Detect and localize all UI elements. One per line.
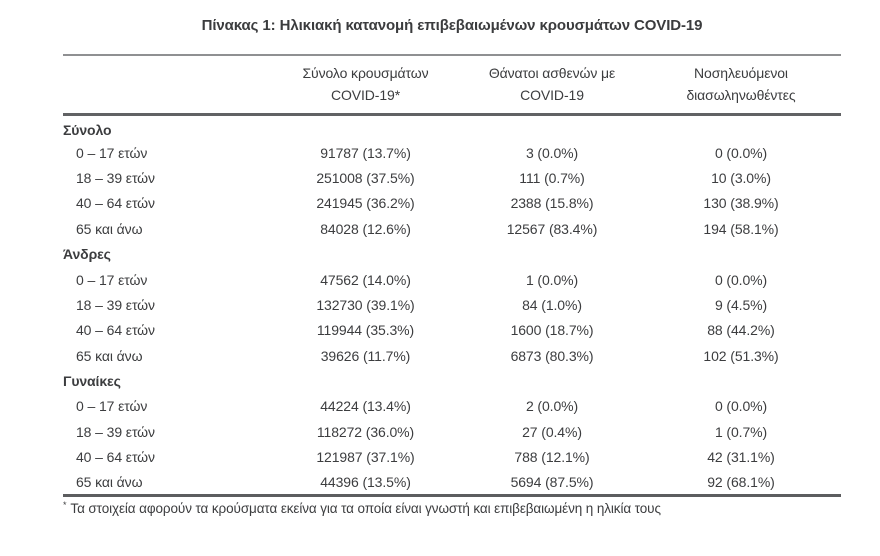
header-intubated-line1: Νοσηλευόμενοι bbox=[694, 65, 788, 81]
cases-value: 121987 (37.1%) bbox=[316, 449, 415, 466]
deaths-value: 84 (1.0%) bbox=[522, 296, 582, 313]
header-row: Σύνολο κρουσμάτων COVID-19* Θάνατοι ασθε… bbox=[63, 55, 841, 116]
table-row: 40 – 64 ετών 241945 (36.2%) 2388 (15.8%)… bbox=[63, 191, 841, 216]
header-intubated-line2: διασωληνωθέντες bbox=[686, 87, 796, 103]
header-total-cases-line1: Σύνολο κρουσμάτων bbox=[302, 65, 429, 81]
cases-value: 44396 (13.5%) bbox=[320, 473, 411, 490]
intubated-value: 88 (44.2%) bbox=[707, 322, 775, 339]
table-row: 0 – 17 ετών 47562 (14.0%) 1 (0.0%) 0 (0.… bbox=[63, 267, 841, 292]
deaths-value: 27 (0.4%) bbox=[522, 423, 582, 440]
table-row: 18 – 39 ετών 132730 (39.1%) 84 (1.0%) 9 … bbox=[63, 292, 841, 317]
intubated-value: 10 (3.0%) bbox=[711, 169, 771, 186]
header-deaths-line2: COVID-19 bbox=[520, 87, 584, 103]
cases-value: 44224 (13.4%) bbox=[320, 398, 411, 415]
deaths-value: 2 (0.0%) bbox=[525, 398, 579, 415]
table-body: Σύνολο 0 – 17 ετών 91787 (13.7%) 3 (0.0%… bbox=[63, 115, 841, 496]
section-label-men: Άνδρες bbox=[63, 246, 111, 263]
age-label: 65 και άνω bbox=[76, 220, 143, 237]
section-row-women: Γυναίκες bbox=[63, 368, 841, 393]
cases-value: 91787 (13.7%) bbox=[320, 144, 411, 161]
table-row: 65 και άνω 44396 (13.5%) 5694 (87.5%) 92… bbox=[63, 470, 841, 495]
table-footnote: * Τα στοιχεία αφορούν τα κρούσματα εκείνα… bbox=[63, 497, 841, 516]
header-deaths-line1: Θάνατοι ασθενών με bbox=[488, 65, 616, 81]
deaths-value: 1600 (18.7%) bbox=[510, 322, 594, 339]
age-label: 18 – 39 ετών bbox=[76, 296, 155, 313]
intubated-value: 42 (31.1%) bbox=[707, 449, 775, 466]
section-row-total: Σύνολο bbox=[63, 115, 841, 140]
deaths-value: 6873 (80.3%) bbox=[510, 347, 594, 364]
table-title-container: Πίνακας 1: Ηλικιακή κατανομή επιβεβαιωμέ… bbox=[63, 0, 841, 35]
header-total-cases: Σύνολο κρουσμάτων COVID-19* bbox=[268, 55, 463, 116]
age-label: 65 και άνω bbox=[76, 347, 143, 364]
header-intubated: Νοσηλευόμενοι διασωληνωθέντες bbox=[641, 55, 841, 116]
deaths-value: 788 (12.1%) bbox=[514, 449, 590, 466]
deaths-value: 2388 (15.8%) bbox=[510, 195, 594, 212]
table-row: 18 – 39 ετών 251008 (37.5%) 111 (0.7%) 1… bbox=[63, 165, 841, 190]
table-row: 65 και άνω 39626 (11.7%) 6873 (80.3%) 10… bbox=[63, 343, 841, 368]
section-row-men: Άνδρες bbox=[63, 241, 841, 266]
intubated-value: 0 (0.0%) bbox=[714, 271, 768, 288]
table-row: 0 – 17 ετών 44224 (13.4%) 2 (0.0%) 0 (0.… bbox=[63, 394, 841, 419]
section-label-total: Σύνολο bbox=[63, 121, 112, 138]
intubated-value: 9 (4.5%) bbox=[714, 296, 768, 313]
intubated-value: 102 (51.3%) bbox=[703, 347, 779, 364]
deaths-value: 111 (0.7%) bbox=[519, 169, 585, 186]
cases-value: 47562 (14.0%) bbox=[320, 271, 411, 288]
age-label: 0 – 17 ετών bbox=[76, 398, 148, 415]
age-label: 40 – 64 ετών bbox=[76, 322, 155, 339]
table-row: 40 – 64 ετών 121987 (37.1%) 788 (12.1%) … bbox=[63, 445, 841, 470]
age-label: 40 – 64 ετών bbox=[76, 195, 155, 212]
table-row: 40 – 64 ετών 119944 (35.3%) 1600 (18.7%)… bbox=[63, 318, 841, 343]
deaths-value: 5694 (87.5%) bbox=[510, 473, 594, 490]
header-empty-cell bbox=[63, 55, 268, 116]
age-label: 40 – 64 ετών bbox=[76, 449, 155, 466]
cases-value: 118272 (36.0%) bbox=[316, 423, 415, 440]
covid-age-table: Σύνολο κρουσμάτων COVID-19* Θάνατοι ασθε… bbox=[63, 54, 841, 497]
footnote-asterisk: * bbox=[63, 499, 67, 510]
intubated-value: 1 (0.7%) bbox=[714, 423, 768, 440]
header-total-cases-line2: COVID-19* bbox=[330, 87, 401, 103]
deaths-value: 1 (0.0%) bbox=[525, 271, 579, 288]
intubated-value: 130 (38.9%) bbox=[703, 195, 779, 212]
deaths-value: 3 (0.0%) bbox=[525, 144, 579, 161]
footnote-text: Τα στοιχεία αφορούν τα κρούσματα εκείνα … bbox=[70, 500, 661, 516]
cases-value: 119944 (35.3%) bbox=[316, 322, 415, 339]
age-label: 0 – 17 ετών bbox=[76, 271, 148, 288]
age-label: 0 – 17 ετών bbox=[76, 144, 148, 161]
deaths-value: 12567 (83.4%) bbox=[506, 220, 598, 237]
intubated-value: 0 (0.0%) bbox=[714, 398, 768, 415]
table-row: 65 και άνω 84028 (12.6%) 12567 (83.4%) 1… bbox=[63, 216, 841, 241]
age-label: 18 – 39 ετών bbox=[76, 423, 155, 440]
cases-value: 39626 (11.7%) bbox=[320, 347, 411, 364]
intubated-value: 92 (68.1%) bbox=[707, 473, 775, 490]
cases-value: 132730 (39.1%) bbox=[316, 296, 415, 313]
cases-value: 84028 (12.6%) bbox=[320, 220, 411, 237]
age-label: 18 – 39 ετών bbox=[76, 169, 155, 186]
section-label-women: Γυναίκες bbox=[63, 373, 121, 390]
header-deaths: Θάνατοι ασθενών με COVID-19 bbox=[463, 55, 641, 116]
table-row: 18 – 39 ετών 118272 (36.0%) 27 (0.4%) 1 … bbox=[63, 419, 841, 444]
intubated-value: 194 (58.1%) bbox=[703, 220, 779, 237]
table-header: Σύνολο κρουσμάτων COVID-19* Θάνατοι ασθε… bbox=[63, 55, 841, 116]
intubated-value: 0 (0.0%) bbox=[714, 144, 768, 161]
age-label: 65 και άνω bbox=[76, 473, 143, 490]
covid-age-table-container: Σύνολο κρουσμάτων COVID-19* Θάνατοι ασθε… bbox=[63, 54, 841, 497]
table-row: 0 – 17 ετών 91787 (13.7%) 3 (0.0%) 0 (0.… bbox=[63, 140, 841, 165]
table-title: Πίνακας 1: Ηλικιακή κατανομή επιβεβαιωμέ… bbox=[201, 17, 703, 34]
cases-value: 251008 (37.5%) bbox=[316, 169, 415, 186]
cases-value: 241945 (36.2%) bbox=[316, 195, 415, 212]
